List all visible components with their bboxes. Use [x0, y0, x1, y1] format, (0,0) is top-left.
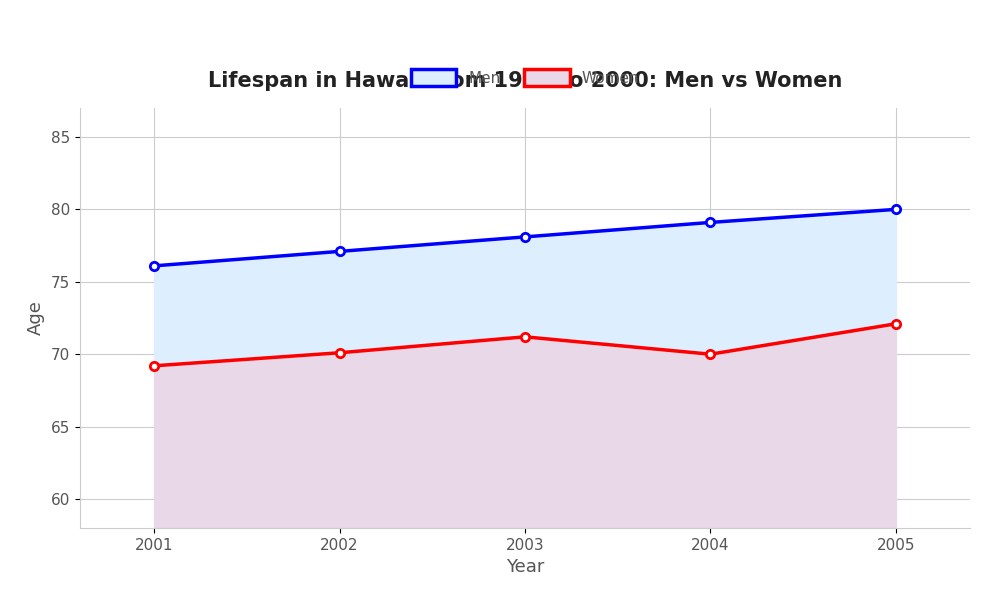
- Legend: Men, Women: Men, Women: [403, 61, 647, 94]
- X-axis label: Year: Year: [506, 558, 544, 576]
- Title: Lifespan in Hawaii from 1969 to 2000: Men vs Women: Lifespan in Hawaii from 1969 to 2000: Me…: [208, 71, 842, 91]
- Y-axis label: Age: Age: [27, 301, 45, 335]
